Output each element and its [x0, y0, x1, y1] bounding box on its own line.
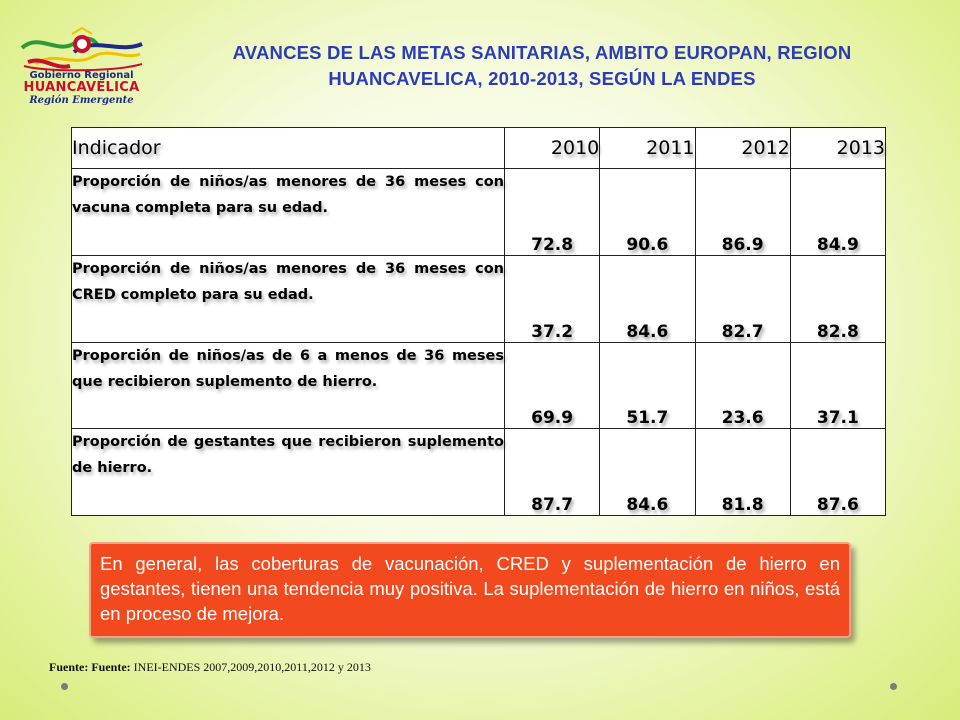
value-cell: 87.6 [789, 428, 887, 516]
decorative-dot [61, 683, 68, 690]
value-cell: 84.6 [599, 254, 696, 343]
indicator-cell: Proporción de niños/as de 6 a menos de 3… [71, 341, 505, 430]
logo-text: Gobierno Regional HUANCAVELICA Región Em… [14, 70, 149, 107]
value-cell: 87.7 [503, 428, 601, 516]
table-row: Proporción de niños/as menores de 36 mes… [71, 168, 887, 256]
value-cell: 81.8 [694, 428, 791, 516]
value-cell: 90.6 [599, 168, 696, 256]
value-cell: 86.9 [694, 168, 791, 256]
value-cell: 37.1 [789, 341, 887, 430]
indicator-cell: Proporción de gestantes que recibieron s… [71, 428, 505, 516]
value-cell: 23.6 [694, 341, 791, 430]
table-row: Proporción de niños/as de 6 a menos de 3… [71, 341, 887, 430]
header-year: 2012 [694, 127, 791, 169]
value-cell: 82.7 [694, 254, 791, 343]
header-indicator: Indicador [71, 127, 505, 169]
indicators-table: Indicador 2010 2011 2012 2013 Proporción… [71, 127, 887, 516]
table-row: Proporción de niños/as menores de 36 mes… [71, 254, 887, 343]
value-cell: 82.8 [789, 254, 887, 343]
logo-line-region: Región Emergente [29, 95, 134, 106]
page-title: AVANCES DE LAS METAS SANITARIAS, AMBITO … [232, 42, 852, 89]
conclusion-note: En general, las coberturas de vacunación… [89, 542, 851, 638]
header-year: 2010 [503, 127, 601, 169]
source-note: Fuente: Fuente: INEI-ENDES 2007,2009,201… [49, 660, 371, 675]
value-cell: 72.8 [503, 168, 601, 256]
table-header-row: Indicador 2010 2011 2012 2013 [71, 127, 887, 169]
indicator-cell: Proporción de niños/as menores de 36 mes… [71, 168, 505, 256]
logo-line-gobierno: Gobierno Regional [29, 70, 134, 81]
source-label: Fuente: Fuente: [49, 660, 131, 674]
source-text: INEI-ENDES 2007,2009,2010,2011,2012 y 20… [133, 660, 371, 674]
value-cell: 84.6 [599, 428, 696, 516]
header-year: 2011 [599, 127, 696, 169]
table-row: Proporción de gestantes que recibieron s… [71, 428, 887, 516]
header-year: 2013 [789, 127, 887, 169]
value-cell: 84.9 [789, 168, 887, 256]
indicator-cell: Proporción de niños/as menores de 36 mes… [71, 254, 505, 343]
value-cell: 37.2 [503, 254, 601, 343]
logo-line-huancavelica: HUANCAVELICA [23, 80, 140, 95]
logo-emblem [20, 26, 143, 72]
decorative-dot [890, 683, 897, 690]
value-cell: 51.7 [599, 341, 696, 430]
gobierno-regional-logo [20, 26, 143, 72]
value-cell: 69.9 [503, 341, 601, 430]
